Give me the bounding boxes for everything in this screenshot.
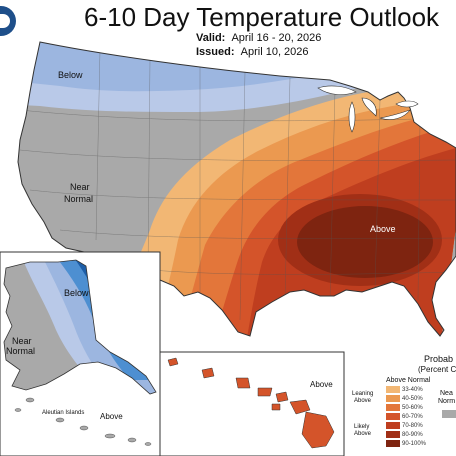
alaska-near-label-2: Normal bbox=[6, 346, 36, 356]
hawaii-above-label: Above bbox=[310, 380, 333, 389]
legend-swatch bbox=[386, 440, 400, 447]
legend-leaning-above-2: Above bbox=[354, 398, 372, 404]
legend-near-swatch bbox=[442, 410, 456, 418]
legend-title-1: Probab bbox=[424, 354, 454, 364]
noaa-logo-icon bbox=[0, 6, 16, 36]
alaska-inset bbox=[0, 251, 161, 456]
legend-leaning-above-1: Leaning bbox=[352, 391, 374, 397]
issued-date: Issued: April 10, 2026 bbox=[196, 46, 309, 58]
valid-dates: Valid: April 16 - 20, 2026 bbox=[196, 32, 322, 44]
legend-range-label: 90-100% bbox=[402, 441, 427, 447]
conus-above-label: Above bbox=[370, 224, 396, 234]
legend-likely-above-2: Above bbox=[354, 431, 372, 437]
legend-swatch bbox=[386, 386, 400, 393]
legend-near-1: Nea bbox=[440, 390, 453, 397]
legend-swatch bbox=[386, 413, 400, 420]
hawaii-inset bbox=[159, 351, 345, 456]
legend-above-header: Above Normal bbox=[386, 377, 431, 384]
legend-range-label: 70-80% bbox=[402, 423, 423, 429]
alaska-above-label: Above bbox=[100, 412, 123, 421]
legend-near-2: Norm bbox=[438, 398, 456, 405]
conus-near-label-2: Normal bbox=[64, 194, 94, 204]
legend-swatch bbox=[386, 422, 400, 429]
legend-swatch bbox=[386, 431, 400, 438]
legend-swatch bbox=[386, 404, 400, 411]
legend-range-label: 80-90% bbox=[402, 432, 423, 438]
great-lakes bbox=[317, 85, 419, 133]
legend-swatch bbox=[386, 395, 400, 402]
legend-range-label: 40-50% bbox=[402, 396, 423, 402]
conus-near-label-1: Near bbox=[70, 182, 90, 192]
aleutian-islands-label: Aleutian Islands bbox=[42, 410, 85, 416]
legend-title-2: (Percent C bbox=[418, 365, 456, 374]
legend-likely-above-1: Likely bbox=[354, 424, 370, 430]
legend-range-label: 60-70% bbox=[402, 414, 423, 420]
legend-range-label: 50-60% bbox=[402, 405, 423, 411]
alaska-near-label-1: Near bbox=[12, 336, 32, 346]
page-title: 6-10 Day Temperature Outlook bbox=[84, 2, 440, 32]
legend-range-label: 33-40% bbox=[402, 387, 423, 393]
alaska-below-label: Below bbox=[64, 288, 89, 298]
conus-below-label: Below bbox=[58, 70, 83, 80]
